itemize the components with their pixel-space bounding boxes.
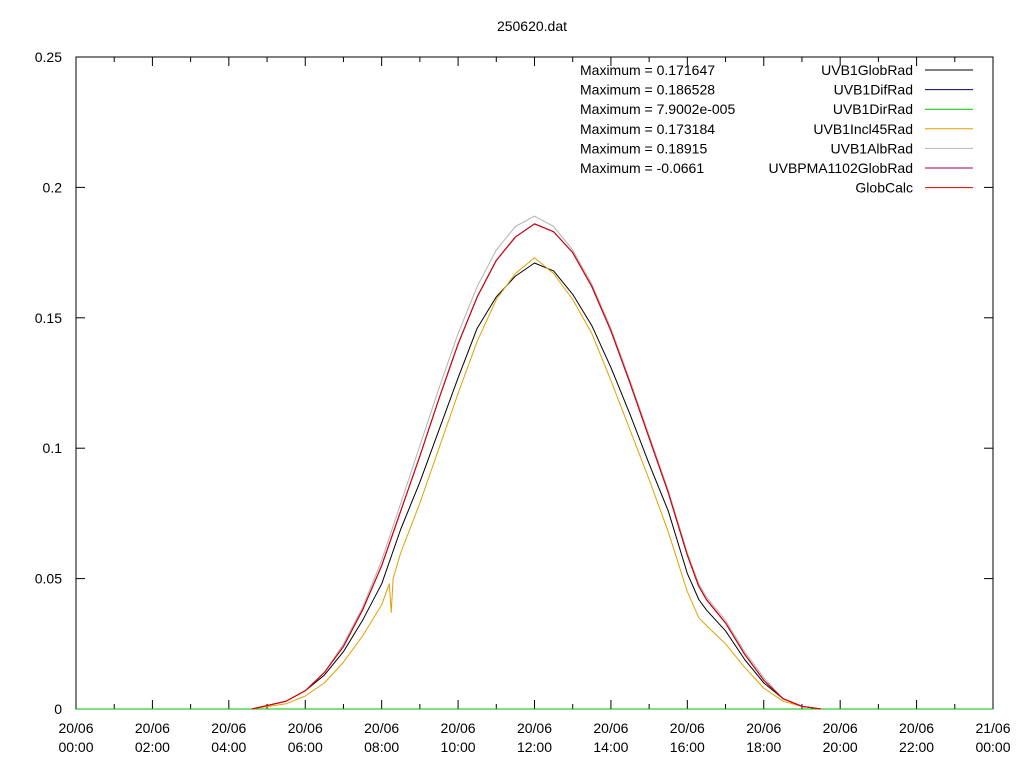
y-tick-label: 0.15 <box>35 310 62 326</box>
statistics-block: Maximum = 0.171647 Maximum = 0.186528 Maxi… <box>580 62 735 176</box>
x-tick-label-time: 00:00 <box>58 739 93 755</box>
legend-label: UVB1Incl45Rad <box>813 121 913 137</box>
legend-label: UVBPMA1102GlobRad <box>769 160 913 176</box>
x-tick-label-time: 04:00 <box>211 739 246 755</box>
legend-label: UVB1DifRad <box>834 82 913 98</box>
legend-label: UVB1GlobRad <box>821 62 913 78</box>
x-tick-label-date: 20/06 <box>899 720 934 736</box>
legend-label: UVB1AlbRad <box>831 140 914 156</box>
x-tick-label-date: 20/06 <box>823 720 858 736</box>
statistic-line: Maximum = 0.186528 <box>580 82 715 98</box>
series-layer <box>76 215 993 710</box>
series-line-uvb1globrad <box>251 262 822 710</box>
series-line-uvb1incl45rad <box>251 257 822 710</box>
x-tick-label-time: 22:00 <box>899 739 934 755</box>
y-tick-label: 0.1 <box>43 440 63 456</box>
y-axis: 0 0.05 0.1 0.15 0.2 0.25 <box>35 49 993 717</box>
x-tick-label-time: 16:00 <box>670 739 705 755</box>
x-tick-label-time: 14:00 <box>593 739 628 755</box>
x-tick-label-date: 20/06 <box>364 720 399 736</box>
x-tick-label-date: 20/06 <box>593 720 628 736</box>
x-tick-label-date: 20/06 <box>746 720 781 736</box>
x-tick-label-time: 08:00 <box>364 739 399 755</box>
x-tick-label-date: 20/06 <box>517 720 552 736</box>
x-tick-label-time: 12:00 <box>517 739 552 755</box>
y-tick-label: 0.05 <box>35 571 62 587</box>
legend: UVB1GlobRad UVB1DifRad UVB1DirRad UVB1Incl4… <box>769 62 973 196</box>
series-line-uvb1albrad <box>251 215 822 710</box>
x-tick-label-date: 20/06 <box>441 720 476 736</box>
legend-label: UVB1DirRad <box>833 101 913 117</box>
y-tick-label: 0.25 <box>35 49 62 65</box>
statistic-line: Maximum = 0.173184 <box>580 121 715 137</box>
x-tick-label-date: 20/06 <box>135 720 170 736</box>
y-tick-label: 0 <box>54 701 62 717</box>
x-axis: 20/06 00:00 20/06 02:00 20/06 04:00 20/06 06:00… <box>58 57 1011 755</box>
statistic-line: Maximum = -0.0661 <box>580 160 704 176</box>
statistic-line: Maximum = 0.18915 <box>580 140 707 156</box>
statistic-line: Maximum = 0.171647 <box>580 62 715 78</box>
x-tick-label-time: 06:00 <box>288 739 323 755</box>
legend-label: GlobCalc <box>855 180 913 196</box>
x-tick-label-time: 20:00 <box>823 739 858 755</box>
x-tick-label-date: 20/06 <box>211 720 246 736</box>
series-line-globcalc <box>251 223 822 710</box>
x-tick-label-time: 00:00 <box>975 739 1010 755</box>
x-tick-label-time: 02:00 <box>135 739 170 755</box>
statistic-line: Maximum = 7.9002e-005 <box>580 101 735 117</box>
y-tick-label: 0.2 <box>43 179 63 195</box>
x-tick-label-date: 20/06 <box>288 720 323 736</box>
x-tick-label-time: 18:00 <box>746 739 781 755</box>
x-tick-label-date: 20/06 <box>58 720 93 736</box>
x-tick-label-time: 10:00 <box>441 739 476 755</box>
x-tick-label-date: 21/06 <box>975 720 1010 736</box>
chart-title: 250620.dat <box>497 18 567 34</box>
x-tick-label-date: 20/06 <box>670 720 705 736</box>
